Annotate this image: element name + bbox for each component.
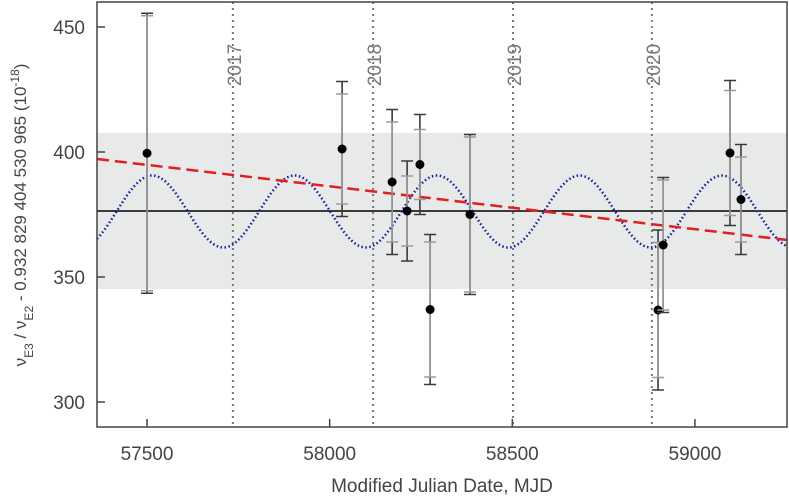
data-point: [658, 240, 668, 250]
year-label: 2017: [225, 44, 246, 86]
y-tick-label: 450: [53, 18, 85, 39]
y-label-part: - 0.932 829 404 530 965 (10: [11, 87, 30, 306]
x-tick-label: 59000: [669, 444, 722, 465]
y-tick-label: 400: [53, 143, 85, 164]
data-point: [725, 148, 735, 158]
x-tick-label: 58000: [303, 444, 356, 465]
y-tick-label: 350: [53, 268, 85, 289]
y-label-part: E3: [22, 343, 36, 358]
y-axis-label: νE3 / νE2 - 0.932 829 404 530 965 (10-18…: [8, 64, 36, 367]
year-label: 2018: [365, 44, 386, 86]
data-point: [465, 210, 475, 219]
data-point: [415, 160, 425, 169]
x-tick-label: 58500: [486, 444, 539, 465]
y-label-part: E2: [22, 306, 36, 321]
y-label-part: ν: [11, 358, 30, 367]
data-point: [337, 144, 347, 154]
data-point: [736, 195, 746, 204]
x-axis-label: Modified Julian Date, MJD: [331, 476, 553, 497]
data-point: [142, 148, 152, 158]
data-point: [425, 305, 435, 314]
y-label-part: -18: [8, 69, 22, 87]
year-label: 2020: [644, 44, 665, 86]
plot-frame: [96, 1, 788, 428]
x-tick-label: 57500: [121, 444, 174, 465]
data-point: [387, 177, 397, 187]
data-point: [402, 206, 412, 216]
y-label-part: / ν: [11, 321, 30, 344]
trend-line: [96, 157, 788, 242]
y-tick-label: 300: [53, 393, 85, 414]
y-label-part: ): [11, 64, 30, 70]
year-label: 2019: [505, 44, 526, 86]
